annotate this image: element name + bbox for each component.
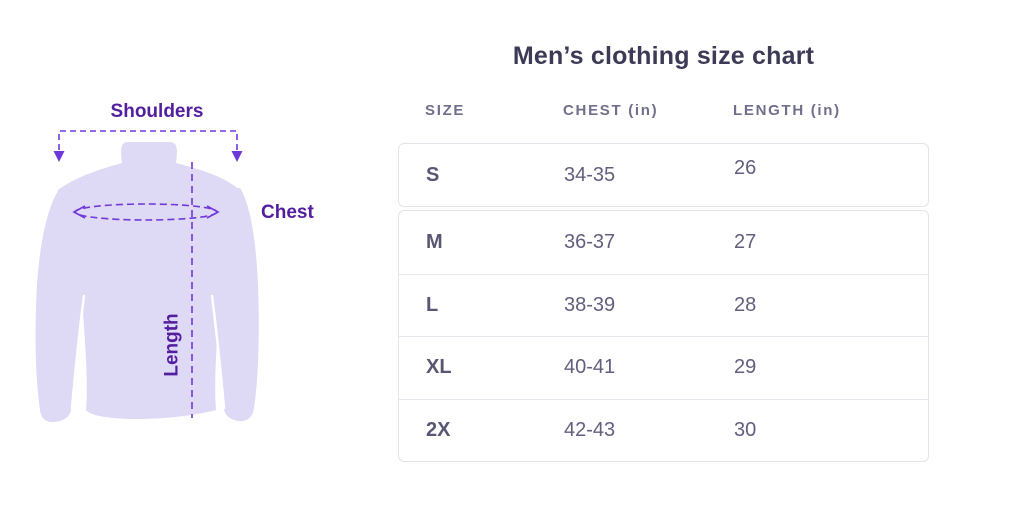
size-cell: M: [426, 230, 443, 253]
arrow-right-icon: [206, 205, 220, 219]
table-card-s: S 34-35 26: [398, 143, 929, 207]
chest-cell: 42-43: [564, 418, 616, 441]
length-cell: 28: [734, 293, 757, 316]
size-cell: S: [426, 163, 440, 186]
shirt-body: [58, 142, 240, 419]
column-header-size: SIZE: [425, 101, 466, 119]
chart-title: Men’s clothing size chart: [512, 42, 815, 70]
table-row: S 34-35 26: [399, 144, 928, 206]
length-cell: 29: [734, 356, 757, 379]
table-row: M 36-37 27: [399, 211, 928, 274]
chest-cell: 34-35: [564, 163, 616, 186]
column-header-chest: CHEST (in): [563, 101, 659, 119]
table-row: 2X 42-43 30: [399, 398, 928, 462]
table-card-body: M 36-37 27 L 38-39 28 XL 40-41 29 2X 42-…: [398, 210, 929, 462]
shoulders-label: Shoulders: [110, 101, 204, 122]
shoulders-measure-line: [53, 130, 243, 162]
chest-cell: 40-41: [564, 356, 616, 379]
sleeve-body-gap-left: [70, 294, 86, 410]
arrow-down-left-icon: [53, 151, 65, 162]
length-cell: 26: [734, 156, 757, 179]
table-header-row: SIZE CHEST (in) LENGTH (in): [398, 100, 929, 120]
arrow-down-right-icon: [231, 151, 243, 162]
chest-measure-ellipse: [72, 203, 220, 221]
size-cell: L: [426, 293, 439, 316]
size-cell: 2X: [426, 418, 451, 441]
length-cell: 27: [734, 230, 757, 253]
chest-label: Chest: [261, 202, 314, 223]
arrow-left-icon: [72, 205, 86, 219]
size-cell: XL: [426, 356, 452, 379]
chest-cell: 36-37: [564, 230, 616, 253]
shirt-illustration: [35, 130, 259, 423]
chest-cell: 38-39: [564, 293, 616, 316]
column-header-length: LENGTH (in): [733, 101, 841, 119]
length-label: Length: [161, 313, 183, 377]
table-row: XL 40-41 29: [399, 336, 928, 399]
table-row: L 38-39 28: [399, 273, 928, 337]
sleeve-body-gap-right: [210, 294, 226, 410]
length-cell: 30: [734, 418, 757, 441]
shirt-left-sleeve: [35, 188, 84, 423]
size-chart-section: Men’s clothing size chart SIZE CHEST (in…: [398, 0, 929, 514]
